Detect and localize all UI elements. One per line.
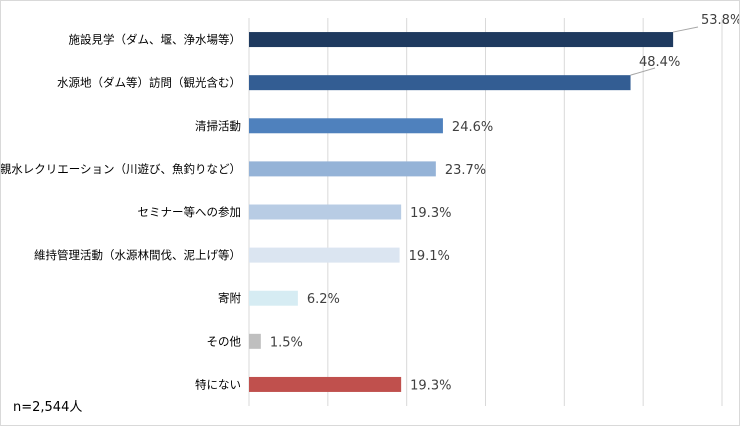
category-label: 親水レクリエーション（川遊び、魚釣りなど） [1,162,241,176]
value-label: 19.3% [410,378,451,393]
leader-line [630,67,656,76]
value-label: 48.4% [639,55,680,70]
value-labels: 53.8% 48.4% 24.6% 23.7% 19.3% 19.1% 6.2% 1.5% 19… [270,13,739,393]
bar [249,333,261,349]
value-label: 6.2% [307,292,340,307]
bar [249,204,402,220]
category-label: 水源地（ダム等）訪問（観光含む） [57,76,241,90]
category-label: 施設見学（ダム、堰、浄水場等） [69,33,242,47]
category-label: 清掃活動 [195,119,241,133]
bars [249,32,674,392]
category-label: 寄附 [218,291,241,305]
bar [249,75,631,91]
value-label: 23.7% [445,163,486,178]
category-label: セミナー等への参加 [138,205,242,219]
leader-line [673,26,699,33]
category-label: 特にない [195,377,241,391]
bar [249,118,443,134]
bar [249,290,298,306]
category-label: 維持管理活動（水源林間伐、泥上げ等） [34,248,241,262]
value-label: 19.3% [410,206,451,221]
value-label: 53.8% [701,13,739,28]
sample-size-note: n=2,544人 [13,400,82,415]
bar [249,32,674,48]
bar [249,247,400,263]
value-label: 1.5% [270,335,303,350]
value-label: 19.1% [409,249,450,264]
bar [249,161,436,177]
bar [249,376,402,392]
category-label: その他 [207,334,242,348]
value-label: 24.6% [452,120,493,135]
category-labels: 施設見学（ダム、堰、浄水場等） 水源地（ダム等）訪問（観光含む） 清掃活動親水レクリ… [1,33,241,392]
